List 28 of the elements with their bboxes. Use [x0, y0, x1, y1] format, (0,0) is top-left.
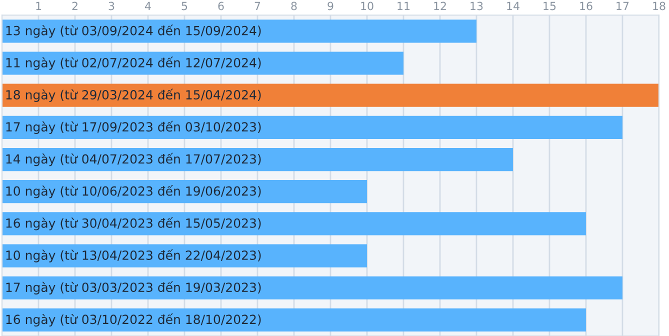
- data-label: 16 ngày (từ 30/04/2023 đến 15/05/2023): [6, 217, 261, 230]
- x-tick-label: 18: [653, 2, 666, 10]
- x-tick-label: 16: [580, 2, 592, 10]
- x-tick-label: 9: [328, 2, 334, 10]
- x-tick-label: 1: [36, 2, 42, 10]
- x-tick-label: 8: [291, 2, 297, 10]
- data-label: 11 ngày (từ 02/07/2024 đến 12/07/2024): [6, 56, 261, 70]
- data-label: 10 ngày (từ 10/06/2023 đến 19/06/2023): [6, 185, 261, 198]
- data-label: 17 ngày (từ 03/03/2023 đến 19/03/2023): [6, 281, 261, 294]
- data-label: 14 ngày (từ 04/07/2023 đến 17/07/2023): [6, 152, 261, 166]
- x-tick-label: 13: [470, 2, 483, 10]
- x-tick-label: 3: [108, 2, 114, 10]
- data-label: 16 ngày (từ 03/10/2022 đến 18/10/2022): [6, 313, 261, 327]
- x-tick-label: 15: [544, 2, 556, 10]
- x-tick-label: 12: [434, 2, 446, 10]
- data-label: 17 ngày (từ 17/09/2023 đến 03/10/2023): [6, 120, 261, 134]
- x-tick-label: 5: [182, 2, 188, 10]
- data-label: 13 ngày (từ 03/09/2024 đến 15/09/2024): [6, 24, 261, 38]
- x-tick-label: 10: [361, 2, 374, 10]
- x-tick-label: 2: [72, 2, 78, 10]
- x-tick-label: 11: [398, 2, 410, 10]
- x-tick-label: 7: [254, 2, 260, 10]
- data-label: 18 ngày (từ 29/03/2024 đến 15/04/2024): [6, 88, 261, 102]
- x-tick-label: 4: [145, 2, 151, 10]
- x-tick-label: 6: [218, 2, 224, 10]
- x-tick-label: 17: [616, 2, 629, 10]
- x-tick-label: 14: [507, 2, 520, 10]
- data-label: 10 ngày (từ 13/04/2023 đến 22/04/2023): [6, 249, 261, 262]
